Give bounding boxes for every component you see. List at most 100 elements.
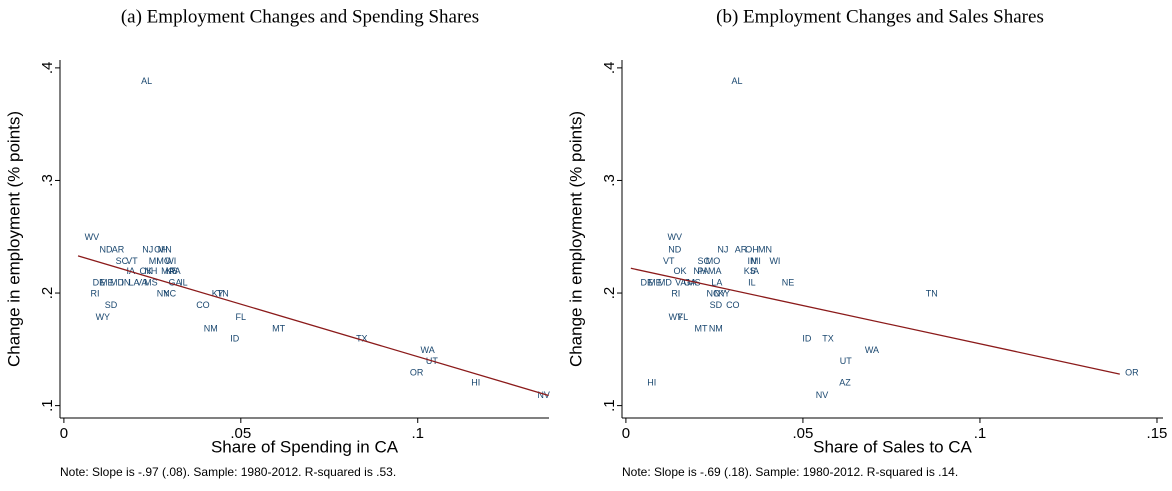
state-point: OR xyxy=(1125,367,1139,377)
state-point: IL xyxy=(180,277,188,287)
y-tick-label: .1 xyxy=(601,399,618,412)
state-point: NV xyxy=(816,390,829,400)
state-point: WI xyxy=(769,256,780,266)
y-tick-label: .4 xyxy=(39,62,56,75)
state-point: FL xyxy=(236,312,247,322)
state-point: PA xyxy=(169,266,180,276)
state-point: NC xyxy=(706,289,719,299)
state-point: OK xyxy=(139,266,152,276)
state-point: TN xyxy=(926,289,938,299)
state-point: DE xyxy=(93,277,106,287)
state-point: RI xyxy=(91,289,100,299)
state-point: MT xyxy=(272,323,285,333)
state-point: MD xyxy=(110,277,124,287)
y-tick-label: .2 xyxy=(39,287,56,300)
state-point: GA xyxy=(168,277,181,287)
state-point: HI xyxy=(471,377,480,387)
state-point: TN xyxy=(217,289,229,299)
state-point: NY xyxy=(714,289,727,299)
state-point: OH xyxy=(745,245,759,255)
y-axis-label: Change in employment (% points) xyxy=(566,111,585,367)
state-point: WY xyxy=(669,312,684,322)
state-point: KY xyxy=(718,289,730,299)
state-point: MA xyxy=(708,266,722,276)
x-tick-label: .05 xyxy=(792,425,813,442)
state-point: WI xyxy=(165,256,176,266)
y-tick-label: .3 xyxy=(601,174,618,187)
x-tick-label: 0 xyxy=(60,425,68,442)
state-point: MN xyxy=(758,245,772,255)
x-axis-label: Share of Sales to CA xyxy=(813,437,972,456)
state-point: NM xyxy=(204,323,218,333)
state-point: ID xyxy=(802,334,812,344)
state-point: MS xyxy=(144,277,158,287)
state-point: ME xyxy=(100,277,114,287)
state-point: ND xyxy=(99,245,112,255)
state-point: HI xyxy=(647,377,656,387)
x-tick-label: .05 xyxy=(230,425,251,442)
note: Note: Slope is -.69 (.18). Sample: 1980-… xyxy=(622,465,958,479)
state-point: LA xyxy=(128,277,139,287)
state-point: NJ xyxy=(717,245,728,255)
y-tick-label: .3 xyxy=(39,174,56,187)
state-point: VT xyxy=(126,256,138,266)
state-point: ME xyxy=(648,277,662,287)
state-point: SD xyxy=(710,300,723,310)
state-point: MO xyxy=(706,256,721,266)
state-point: WV xyxy=(85,232,100,242)
state-point: AR xyxy=(735,245,748,255)
state-point: GA xyxy=(683,277,696,287)
state-point: NM xyxy=(709,323,723,333)
state-point: NH xyxy=(144,266,157,276)
state-point: OK xyxy=(674,266,687,276)
state-point: OR xyxy=(410,367,424,377)
fit-line xyxy=(630,267,1120,375)
state-point: KS xyxy=(744,266,756,276)
state-point: UT xyxy=(840,356,852,366)
state-point: AL xyxy=(141,76,152,86)
state-point: MD xyxy=(658,277,672,287)
state-point: AR xyxy=(112,245,125,255)
state-point: WV xyxy=(668,232,683,242)
state-point: IN xyxy=(747,256,756,266)
y-tick-label: .2 xyxy=(601,287,618,300)
state-point: MI xyxy=(751,256,761,266)
state-point: OH xyxy=(154,245,168,255)
state-point: NJ xyxy=(142,245,153,255)
y-axis-label: Change in employment (% points) xyxy=(4,111,23,367)
state-point: NE xyxy=(782,277,795,287)
state-point: MI xyxy=(149,256,159,266)
state-point: AZ xyxy=(839,377,851,387)
fit-line xyxy=(77,255,549,397)
state-point: VA xyxy=(675,277,686,287)
state-point: MT xyxy=(694,323,707,333)
x-tick-label: .1 xyxy=(974,425,987,442)
state-point: IN xyxy=(121,277,130,287)
state-point: CO xyxy=(726,300,740,310)
panel-title: (b) Employment Changes and Sales Shares xyxy=(716,6,1044,27)
x-tick-label: .15 xyxy=(1147,425,1168,442)
state-point: NC xyxy=(163,289,176,299)
state-point: IL xyxy=(748,277,756,287)
state-point: AL xyxy=(732,76,743,86)
state-point: SD xyxy=(105,300,118,310)
state-point: WY xyxy=(96,312,111,322)
y-tick-label: .1 xyxy=(39,399,56,412)
state-point: VT xyxy=(663,256,675,266)
x-tick-label: 0 xyxy=(622,425,630,442)
state-point: NH xyxy=(693,266,706,276)
state-point: MN xyxy=(158,245,172,255)
y-tick-label: .4 xyxy=(601,62,618,75)
state-point: MA xyxy=(161,266,175,276)
state-point: WA xyxy=(865,345,879,355)
panel-title: (a) Employment Changes and Spending Shar… xyxy=(121,6,479,27)
note: Note: Slope is -.97 (.08). Sample: 1980-… xyxy=(60,465,396,479)
state-point: KY xyxy=(212,289,224,299)
x-tick-label: .1 xyxy=(411,425,424,442)
x-axis-label: Share of Spending in CA xyxy=(211,437,399,456)
state-point: WA xyxy=(421,345,435,355)
state-point: SC xyxy=(116,256,129,266)
state-point: TX xyxy=(356,334,368,344)
state-point: IA xyxy=(751,266,760,276)
